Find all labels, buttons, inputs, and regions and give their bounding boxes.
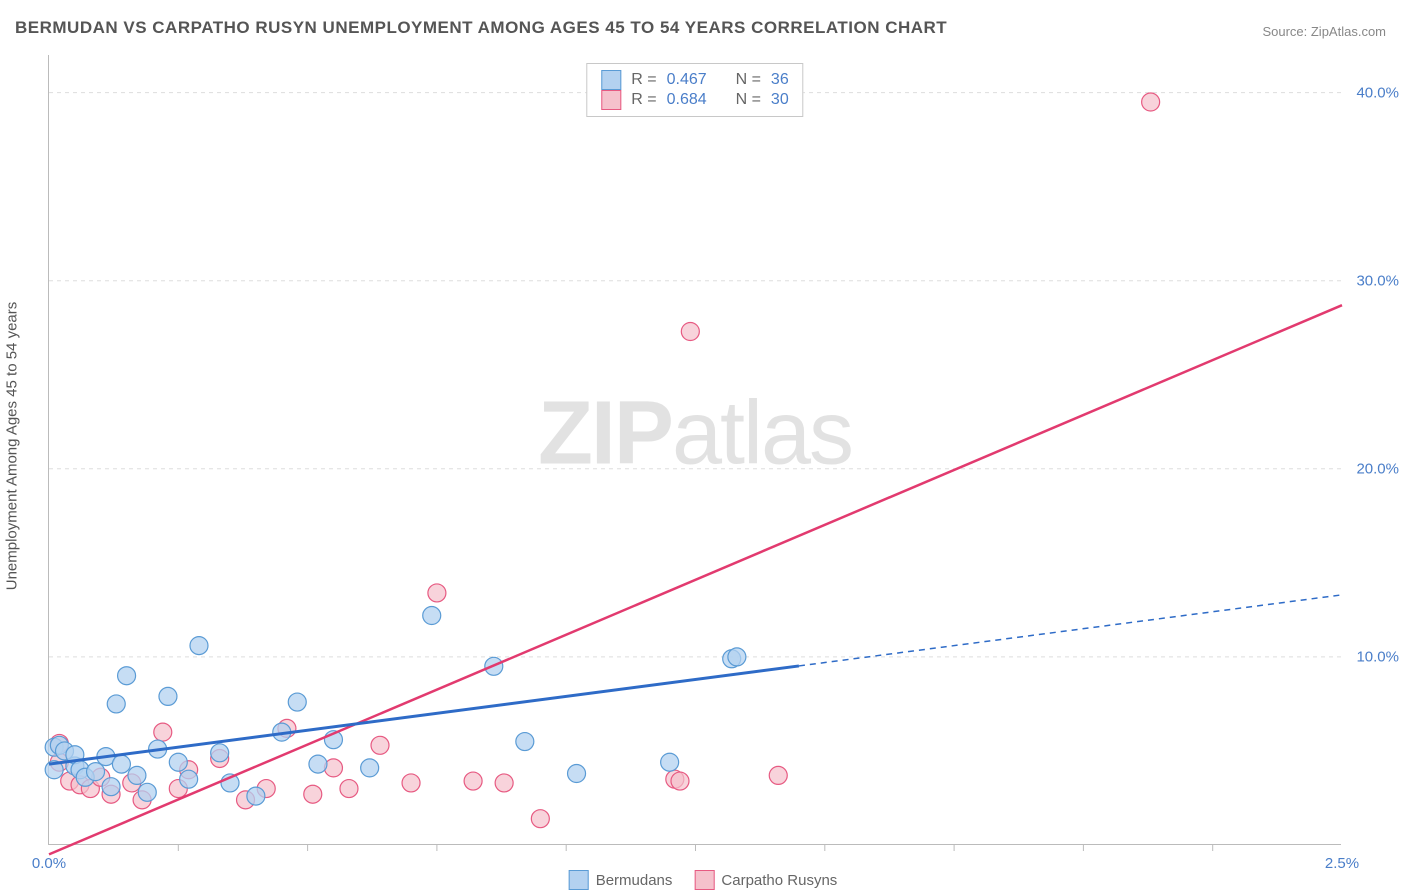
- legend-label-a: Bermudans: [596, 872, 673, 889]
- r-label: R =: [631, 71, 656, 89]
- legend-item-b: Carpatho Rusyns: [694, 870, 837, 890]
- y-tick-40: 40.0%: [1349, 84, 1399, 101]
- legend-swatch-a-icon: [569, 870, 589, 890]
- scatter-plot-svg: [49, 55, 1341, 844]
- legend-item-a: Bermudans: [569, 870, 673, 890]
- y-axis-label: Unemployment Among Ages 45 to 54 years: [4, 302, 21, 591]
- chart-title: BERMUDAN VS CARPATHO RUSYN UNEMPLOYMENT …: [15, 18, 947, 38]
- swatch-b-icon: [601, 90, 621, 110]
- chart-container: BERMUDAN VS CARPATHO RUSYN UNEMPLOYMENT …: [0, 0, 1406, 892]
- n-label: N =: [736, 71, 761, 89]
- n-value-a: 36: [771, 71, 789, 89]
- n-value-b: 30: [771, 91, 789, 109]
- r-value-b: 0.684: [667, 91, 707, 109]
- swatch-a-icon: [601, 70, 621, 90]
- x-tick-0: 0.0%: [32, 855, 66, 872]
- y-tick-10: 10.0%: [1349, 648, 1399, 665]
- y-tick-30: 30.0%: [1349, 272, 1399, 289]
- source-attribution: Source: ZipAtlas.com: [1262, 24, 1386, 39]
- legend-label-b: Carpatho Rusyns: [721, 872, 837, 889]
- plot-area: ZIPatlas 10.0% 20.0% 30.0% 40.0% 0.0% 2.…: [48, 55, 1341, 845]
- stat-legend: R = 0.467 N = 36 R = 0.684 N = 30: [586, 63, 803, 117]
- n-label-b: N =: [736, 91, 761, 109]
- x-tick-2-5: 2.5%: [1325, 855, 1359, 872]
- legend-swatch-b-icon: [694, 870, 714, 890]
- stat-row-b: R = 0.684 N = 30: [601, 90, 788, 110]
- bottom-legend: Bermudans Carpatho Rusyns: [561, 870, 846, 890]
- y-tick-20: 20.0%: [1349, 460, 1399, 477]
- r-label-b: R =: [631, 91, 656, 109]
- stat-row-a: R = 0.467 N = 36: [601, 70, 788, 90]
- r-value-a: 0.467: [667, 71, 707, 89]
